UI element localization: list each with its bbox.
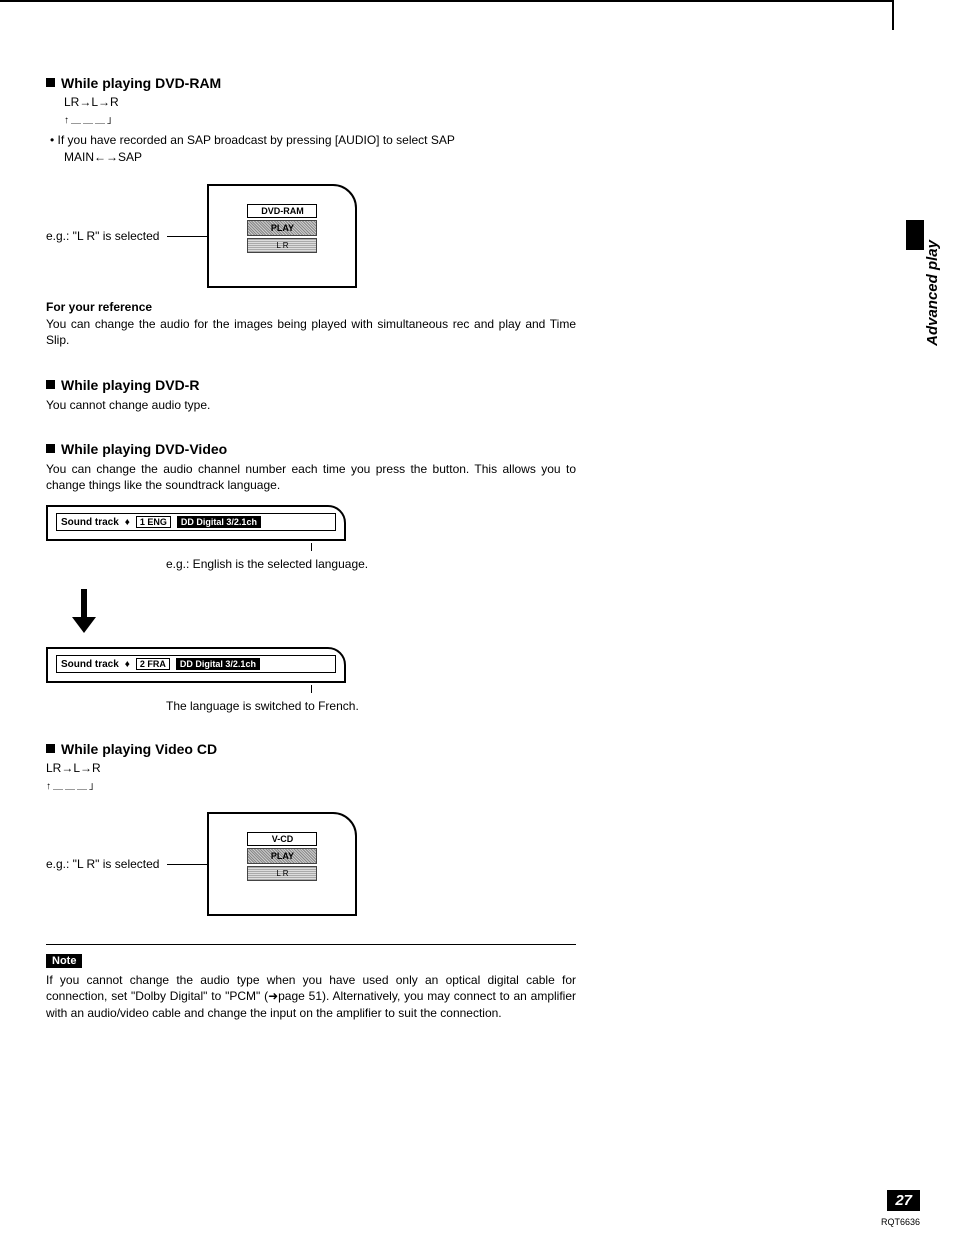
caption-fra: The language is switched to French. (166, 699, 576, 713)
tv-example-row: e.g.: "L R" is selected V-CD PLAY L R (46, 812, 576, 916)
sap-instruction: • If you have recorded an SAP broadcast … (46, 132, 576, 148)
down-arrow-icon (72, 589, 576, 633)
dvd-video-text: You can change the audio channel number … (46, 461, 576, 493)
osd-lang-fra: 2 FRA (136, 658, 170, 670)
tv-example-row: e.g.: "L R" is selected DVD-RAM PLAY L R (46, 184, 576, 288)
osd-codec: DD Digital 3/2.1ch (176, 658, 260, 670)
note-badge: Note (46, 954, 82, 968)
osd-lang-eng: 1 ENG (136, 516, 171, 528)
cycle-loop-arrow: ↑＿＿＿｣ (64, 111, 576, 126)
tv-screen-dvdram: DVD-RAM PLAY L R (207, 184, 357, 288)
osd-play-badge: PLAY (247, 220, 317, 236)
section-video-cd: While playing Video CD LR→L→R ↑＿＿＿｣ e.g.… (46, 741, 576, 916)
leader-line (167, 864, 207, 865)
osd-soundtrack-label: Sound track (61, 517, 119, 528)
osd-box-eng: Sound track ♦ 1 ENG DD Digital 3/2.1ch (46, 505, 346, 541)
cycle-loop-arrow: ↑＿＿＿｣ (46, 777, 576, 792)
reference-heading: For your reference (46, 300, 576, 314)
section-dvd-r: While playing DVD-R You cannot change au… (46, 377, 576, 413)
caption-eng: e.g.: English is the selected language. (166, 557, 576, 571)
osd-soundtrack-label: Sound track (61, 659, 119, 670)
section-dvd-ram: While playing DVD-RAM LR→L→R ↑＿＿＿｣ • If … (46, 75, 576, 349)
pointer-tick (311, 543, 312, 551)
section-note: Note If you cannot change the audio type… (46, 953, 576, 1021)
eg-label: e.g.: "L R" is selected (46, 857, 159, 871)
updown-icon: ♦ (125, 659, 130, 670)
osd-box-fra: Sound track ♦ 2 FRA DD Digital 3/2.1ch (46, 647, 346, 683)
osd-lr-badge: L R (247, 238, 317, 253)
heading-dvd-ram: While playing DVD-RAM (46, 75, 576, 91)
section-dvd-video: While playing DVD-Video You can change t… (46, 441, 576, 713)
heading-dvd-r: While playing DVD-R (46, 377, 576, 393)
page-frame (0, 0, 894, 30)
osd-disc-badge: V-CD (247, 832, 317, 846)
page-number: 27 (887, 1190, 920, 1211)
osd-play-badge: PLAY (247, 848, 317, 864)
side-tab-mark (906, 220, 924, 250)
leader-line (167, 236, 207, 237)
note-text: If you cannot change the audio type when… (46, 972, 576, 1021)
updown-icon: ♦ (125, 517, 130, 528)
cycle-text: LR→L→R (46, 761, 576, 775)
heading-dvd-video: While playing DVD-Video (46, 441, 576, 457)
osd-codec: DD Digital 3/2.1ch (177, 516, 261, 528)
osd-lr-badge: L R (247, 866, 317, 881)
dvd-r-text: You cannot change audio type. (46, 397, 576, 413)
pointer-tick (311, 685, 312, 693)
side-tab-label: Advanced play (924, 240, 941, 346)
cycle-text: LR→L→R (64, 95, 576, 109)
main-sap-toggle: MAIN←→SAP (64, 150, 576, 164)
tv-screen-vcd: V-CD PLAY L R (207, 812, 357, 916)
doc-code: RQT6636 (881, 1217, 920, 1227)
osd-disc-badge: DVD-RAM (247, 204, 317, 218)
main-content: While playing DVD-RAM LR→L→R ↑＿＿＿｣ • If … (46, 75, 576, 1049)
divider (46, 944, 576, 945)
reference-text: You can change the audio for the images … (46, 316, 576, 348)
heading-video-cd: While playing Video CD (46, 741, 576, 757)
eg-label: e.g.: "L R" is selected (46, 229, 159, 243)
